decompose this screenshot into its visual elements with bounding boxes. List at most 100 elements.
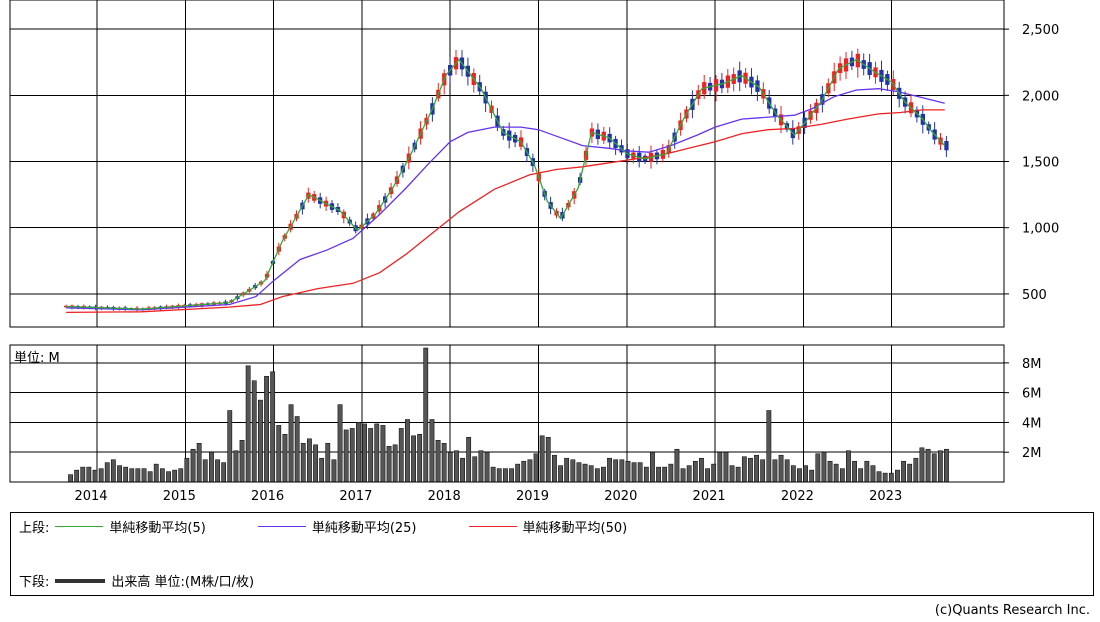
stock-chart: 2014 2015 2016 2017 2018 2019 2020 2021 2022 2023… xyxy=(9,0,1059,504)
volume-bar xyxy=(729,465,735,483)
moving-average-line-ma25 xyxy=(66,88,945,311)
volume-bar xyxy=(821,451,827,483)
x-tick-label: 2020 xyxy=(604,489,637,504)
x-tick-label: 2016 xyxy=(251,489,284,504)
volume-bar xyxy=(460,457,465,483)
volume-bar xyxy=(944,448,949,483)
volume-tick-label: 8M xyxy=(1022,357,1042,372)
volume-bar xyxy=(429,419,435,483)
volume-bar xyxy=(392,444,398,483)
volume-bar xyxy=(723,451,729,483)
volume-tick-label: 2M xyxy=(1022,446,1042,461)
volume-bar xyxy=(901,460,906,483)
volume-bar xyxy=(668,463,674,483)
volume-bar xyxy=(527,459,533,483)
volume-bar xyxy=(325,443,331,483)
volume-bar xyxy=(656,466,661,483)
volume-bar xyxy=(307,438,312,483)
volume-bar xyxy=(705,468,710,483)
volume-bar xyxy=(735,466,741,483)
legend-upper-row: 上段: 単純移動平均(5) 単純移動平均(25) 単純移動平均(50) xyxy=(19,517,673,536)
volume-bar xyxy=(588,465,594,483)
legend-box: 上段: 単純移動平均(5) 単純移動平均(25) 単純移動平均(50) 下段: … xyxy=(10,512,1094,596)
volume-bar xyxy=(754,454,759,483)
volume-bar xyxy=(876,471,882,483)
volume-bar xyxy=(772,459,778,483)
volume-bar xyxy=(80,466,86,483)
volume-bar xyxy=(245,365,251,483)
volume-bar xyxy=(264,376,269,483)
volume-bar xyxy=(784,459,790,483)
price-tick-label: 1,000 xyxy=(1022,222,1059,237)
volume-bar xyxy=(937,450,943,483)
volume-bar xyxy=(478,450,484,483)
volume-swatch xyxy=(55,578,106,583)
volume-bar xyxy=(827,460,833,483)
volume-bar xyxy=(503,468,508,483)
volume-bar xyxy=(276,425,282,483)
volume-bar xyxy=(484,451,490,483)
volume-bar xyxy=(766,410,772,483)
volume-bar xyxy=(907,463,913,483)
volume-bar xyxy=(931,453,937,483)
volume-unit-label: 単位: M xyxy=(14,350,60,366)
volume-panel-frame xyxy=(9,344,1005,483)
x-tick-label: 2023 xyxy=(869,489,902,504)
legend-volume-label: 出来高 単位:(M株/口/枚) xyxy=(111,575,255,590)
volume-bar xyxy=(86,466,92,483)
x-tick-label: 2018 xyxy=(428,489,461,504)
volume-bar xyxy=(521,460,527,483)
volume-bar xyxy=(643,466,649,483)
volume-bar xyxy=(110,459,116,483)
volume-bar xyxy=(613,459,619,483)
volume-bar xyxy=(441,443,447,483)
volume-bar xyxy=(178,468,184,483)
volume-bar xyxy=(221,462,227,483)
volume-bar xyxy=(686,465,692,483)
volume-bar xyxy=(607,457,612,483)
volume-bar xyxy=(117,465,122,483)
volume-bar xyxy=(496,468,502,483)
volume-bar xyxy=(147,471,153,483)
volume-bar xyxy=(411,435,416,483)
volume-bar xyxy=(778,454,784,483)
volume-bar xyxy=(190,448,196,483)
volume-bar xyxy=(490,466,496,483)
volume-bar xyxy=(803,465,808,483)
volume-bar xyxy=(454,450,459,483)
volume-bar xyxy=(846,450,851,483)
volume-bar xyxy=(809,469,815,483)
volume-bar xyxy=(919,447,925,483)
volume-bar xyxy=(337,404,343,483)
volume-bar xyxy=(888,472,894,483)
volume-bar xyxy=(374,423,380,483)
x-tick-label: 2015 xyxy=(163,489,196,504)
price-panel-frame xyxy=(9,0,1005,328)
volume-bar xyxy=(558,465,563,483)
volume-bar xyxy=(417,434,423,483)
volume-panel xyxy=(68,347,949,483)
volume-bar xyxy=(631,462,637,483)
volume-bar xyxy=(858,468,864,483)
volume-bar xyxy=(472,456,478,483)
volume-bar xyxy=(362,423,367,483)
legend-ma5: 単純移動平均(5) xyxy=(49,517,206,536)
volume-bar xyxy=(748,457,753,483)
volume-bar xyxy=(662,466,668,483)
volume-bar xyxy=(282,434,288,483)
volume-bar xyxy=(741,456,747,483)
volume-bar xyxy=(153,463,159,483)
volume-bar xyxy=(258,399,263,483)
volume-bar xyxy=(380,425,386,483)
volume-bar xyxy=(423,347,429,483)
volume-bar xyxy=(68,474,73,483)
volume-bar xyxy=(98,468,104,483)
volume-bar xyxy=(570,459,576,483)
volume-bar xyxy=(711,463,717,483)
legend-ma25-label: 単純移動平均(25) xyxy=(311,521,417,536)
volume-bar xyxy=(215,459,220,483)
price-tick-label: 2,500 xyxy=(1022,23,1059,38)
volume-bar xyxy=(294,416,300,483)
volume-bar xyxy=(539,435,545,483)
ma25-swatch xyxy=(257,526,306,527)
